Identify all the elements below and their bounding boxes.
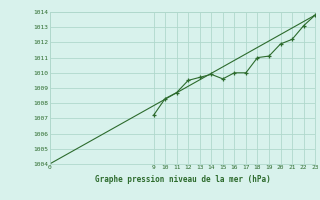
X-axis label: Graphe pression niveau de la mer (hPa): Graphe pression niveau de la mer (hPa) <box>94 175 270 184</box>
